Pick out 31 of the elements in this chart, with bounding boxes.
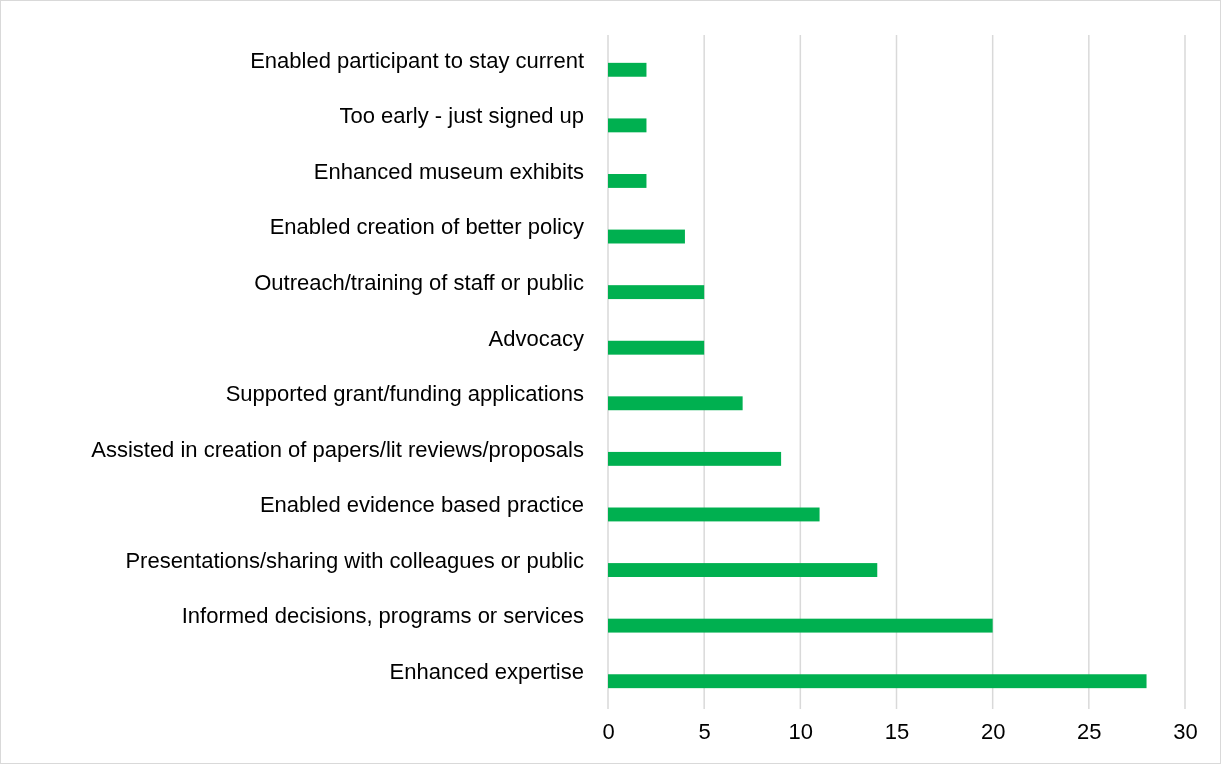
y-tick-label: Enabled creation of better policy — [269, 214, 584, 240]
x-tick-label: 10 — [788, 718, 814, 744]
bar — [608, 174, 647, 188]
y-tick-label: Assisted in creation of papers/lit reviews/proposals — [91, 436, 584, 462]
bar — [608, 618, 993, 633]
bar — [608, 118, 647, 133]
y-tick-label: Enabled evidence based practice — [259, 492, 584, 518]
y-tick-label: Informed decisions, programs or services — [181, 603, 584, 629]
bar — [608, 451, 782, 466]
bar — [608, 507, 820, 522]
x-tick-label: 30 — [1173, 718, 1198, 744]
x-tick-label: 15 — [884, 718, 910, 744]
y-tick-label: Too early - just signed up — [339, 103, 584, 129]
x-tick-label: 20 — [980, 718, 1006, 744]
y-tick-label: Advocacy — [488, 325, 584, 351]
bar — [608, 674, 1147, 689]
y-tick-label: Supported grant/funding applications — [225, 381, 584, 407]
bar — [608, 563, 878, 577]
bar — [608, 229, 685, 244]
x-tick-label: 5 — [698, 718, 711, 744]
bar — [608, 285, 705, 300]
x-tick-label: 25 — [1077, 718, 1102, 744]
y-tick-label: Enhanced museum exhibits — [313, 158, 584, 184]
y-tick-label: Presentations/sharing with colleagues or public — [125, 547, 584, 573]
y-tick-label: Enabled participant to stay current — [250, 47, 584, 73]
bar — [608, 396, 743, 411]
x-tick-label: 0 — [602, 718, 615, 744]
bar — [608, 340, 705, 355]
y-tick-label: Outreach/training of staff or public — [254, 269, 584, 295]
bar — [608, 62, 647, 77]
y-tick-label: Enhanced expertise — [389, 659, 584, 685]
